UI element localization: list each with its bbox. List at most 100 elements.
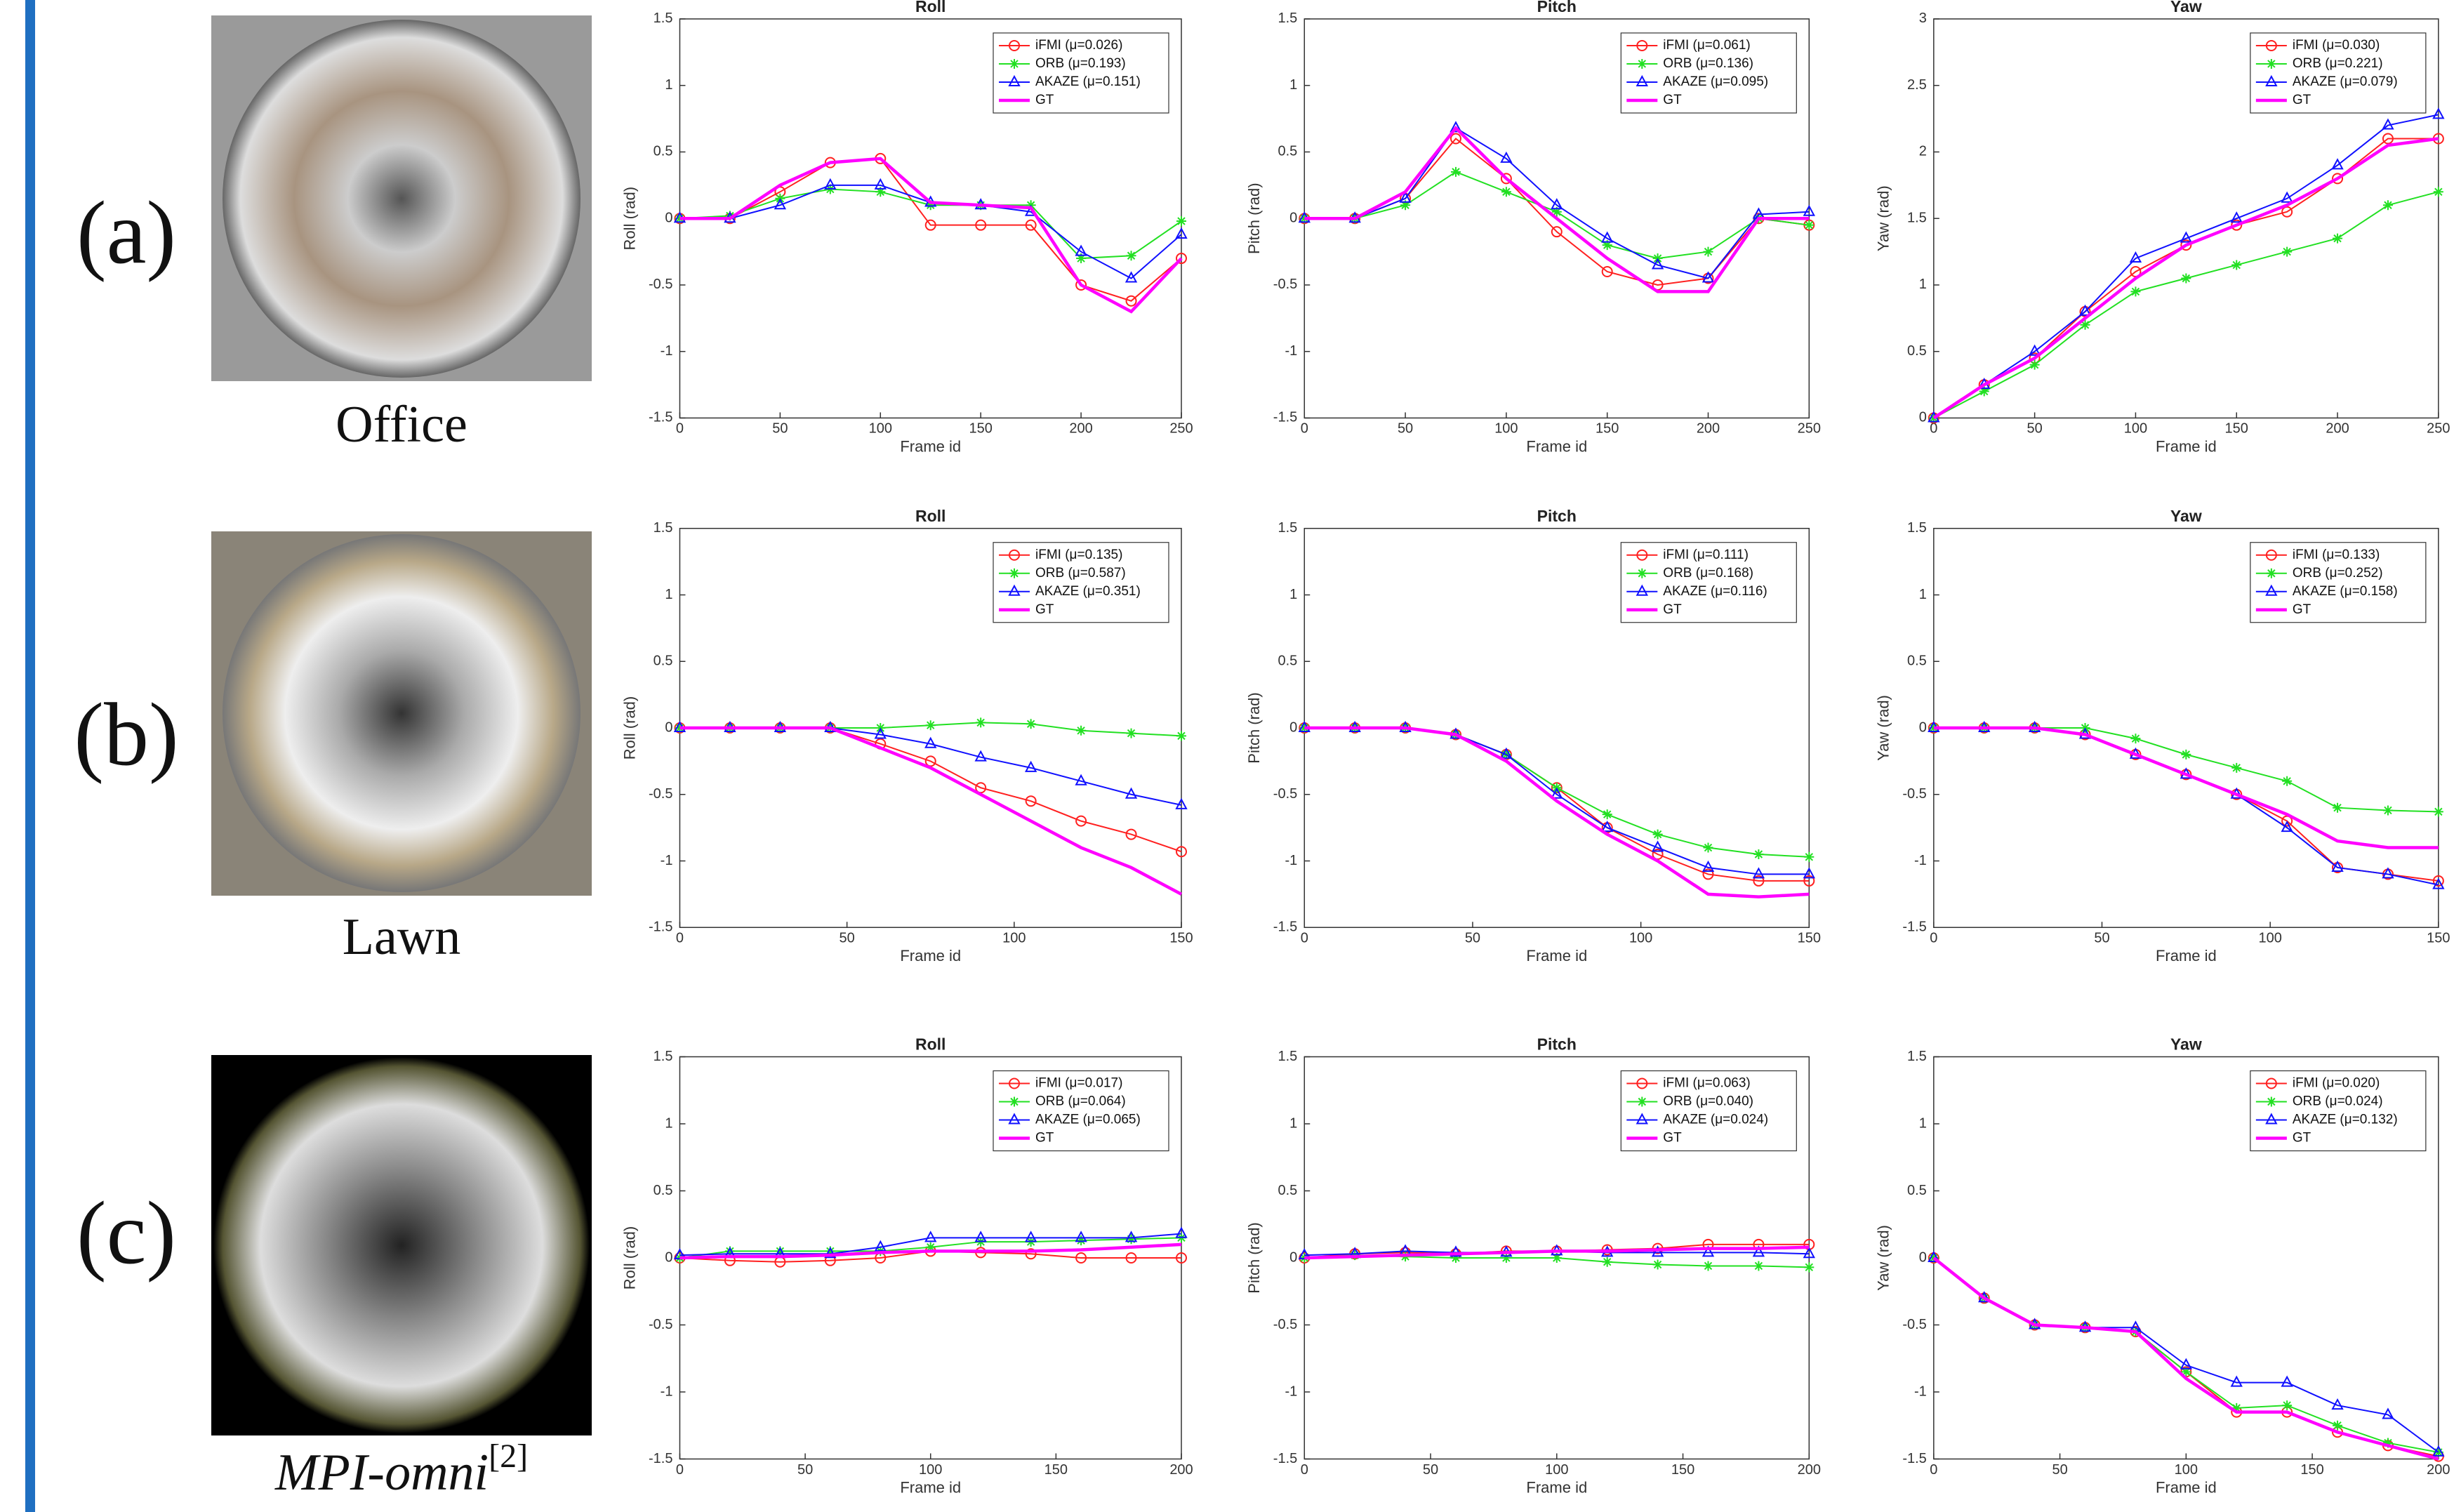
marker (1501, 1252, 1511, 1263)
x-axis-label: Frame id (900, 947, 961, 964)
chart-title: Roll (915, 1035, 946, 1054)
chart-title: Yaw (2170, 507, 2202, 525)
marker (1651, 840, 1664, 852)
marker (775, 1246, 785, 1256)
y-tick-label: -1 (1285, 853, 1297, 868)
legend-marker (1637, 1096, 1647, 1107)
legend-marker (1008, 1113, 1021, 1125)
x-axis-label: Frame id (900, 1478, 961, 1496)
x-tick-label: 50 (772, 421, 788, 437)
legend-label: iFMI (μ=0.063) (1663, 1076, 1750, 1091)
legend-label: GT (1663, 1131, 1682, 1146)
marker (1126, 1234, 1136, 1245)
x-tick-label: 50 (840, 931, 855, 946)
legend-label: GT (2293, 602, 2311, 617)
marker (1803, 867, 1815, 879)
legend-marker (1009, 1096, 1019, 1107)
marker (1175, 797, 1188, 809)
marker (1500, 151, 1513, 163)
marker (925, 200, 936, 211)
y-axis-label: Yaw (rad) (1875, 1225, 1892, 1291)
marker (1551, 226, 1563, 238)
marker (875, 187, 886, 197)
series-line (1304, 125, 1810, 293)
y-tick-label: 1 (1919, 277, 1927, 292)
marker (1602, 809, 1612, 820)
marker (2181, 749, 2191, 760)
series-line (1304, 726, 1810, 898)
caption: MPI-omni[2] (274, 1438, 528, 1501)
caption-sup: [2] (489, 1438, 528, 1475)
marker (2432, 875, 2444, 887)
marker (2433, 807, 2443, 817)
y-axis-label: Pitch (rad) (1245, 183, 1263, 253)
x-tick-label: 0 (1301, 421, 1308, 437)
y-tick-label: -1.5 (649, 410, 672, 425)
y-tick-label: 1.5 (654, 1049, 673, 1064)
legend-marker (2265, 74, 2278, 86)
x-tick-label: 100 (1002, 931, 1026, 946)
legend-label: iFMI (μ=0.026) (1035, 38, 1122, 53)
chart-title: Yaw (2170, 1035, 2202, 1054)
y-tick-label: 1.5 (1907, 1049, 1927, 1064)
marker (824, 178, 837, 190)
marker (924, 219, 936, 231)
x-tick-label: 100 (1545, 1462, 1568, 1478)
marker (1026, 719, 1036, 729)
legend-label: ORB (μ=0.024) (2293, 1094, 2383, 1109)
y-tick-label: 0 (665, 1249, 672, 1265)
x-tick-label: 200 (2326, 421, 2349, 437)
marker (1176, 731, 1186, 741)
marker (1551, 206, 1562, 217)
legend-label: AKAZE (μ=0.024) (1663, 1113, 1768, 1127)
marker (925, 720, 936, 731)
marker (1075, 815, 1087, 827)
series-line (1932, 137, 2439, 420)
legend-label: AKAZE (μ=0.158) (2293, 584, 2398, 599)
marker (2129, 251, 2142, 263)
x-tick-label: 100 (869, 421, 892, 437)
x-tick-label: 0 (1930, 931, 1937, 946)
marker (1928, 413, 1939, 423)
marker (1075, 1252, 1087, 1264)
y-tick-label: 1 (1289, 1115, 1297, 1131)
legend-marker (1009, 39, 1021, 51)
x-tick-label: 100 (1629, 931, 1652, 946)
marker (2029, 359, 2040, 370)
y-tick-label: 0 (665, 719, 672, 735)
marker (2382, 118, 2394, 130)
marker (1125, 295, 1137, 307)
marker (2180, 239, 2192, 251)
marker (2382, 1438, 2393, 1448)
photo-mpi-lens (213, 1057, 590, 1433)
y-tick-label: 0 (1289, 210, 1297, 225)
x-axis-label: Frame id (900, 437, 961, 455)
y-tick-label: -1 (661, 343, 673, 359)
photo-office-lens (223, 20, 581, 378)
marker (2181, 273, 2191, 284)
y-tick-label: 1 (1289, 77, 1297, 93)
marker (1551, 198, 1563, 210)
marker (1450, 1252, 1461, 1263)
y-tick-label: 0.5 (1278, 654, 1297, 669)
y-axis-label: Yaw (rad) (1875, 185, 1892, 251)
y-tick-label: -1 (661, 1384, 673, 1399)
marker (1450, 166, 1461, 177)
x-tick-label: 50 (797, 1462, 813, 1478)
marker (1126, 251, 1136, 261)
y-tick-label: 1.5 (654, 520, 673, 536)
marker (1702, 868, 1714, 880)
marker (1702, 271, 1715, 283)
y-tick-label: 0.5 (1907, 343, 1927, 359)
marker (1752, 1245, 1765, 1257)
x-tick-label: 0 (1930, 421, 1937, 437)
marker (2181, 1367, 2191, 1377)
series-line (679, 1242, 1182, 1260)
y-tick-label: -0.5 (649, 786, 672, 802)
marker (1125, 1231, 1138, 1242)
x-axis-label: Frame id (1526, 437, 1587, 455)
marker (1125, 271, 1138, 283)
marker (1928, 722, 1939, 733)
legend-label: iFMI (μ=0.030) (2293, 38, 2380, 53)
